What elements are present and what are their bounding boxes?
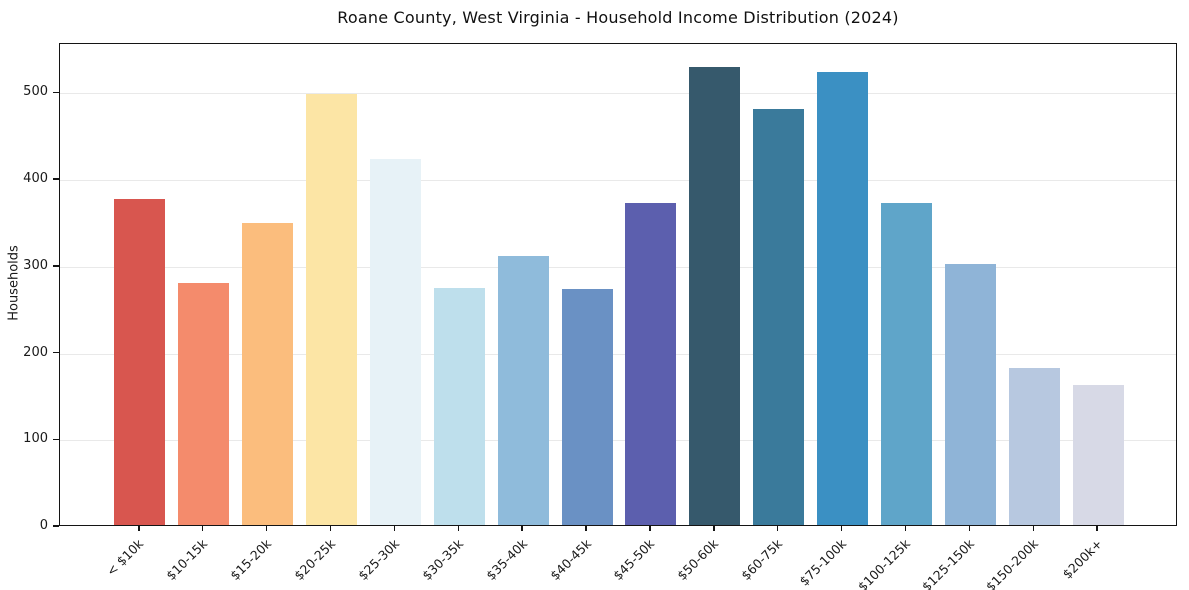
x-tick-label-$20-25k: $20-25k (291, 536, 339, 584)
x-tick-label-$200k+: $200k+ (1059, 536, 1105, 582)
x-tick-label-$30-35k: $30-35k (418, 536, 466, 584)
chart-title: Roane County, West Virginia - Household … (337, 8, 899, 27)
x-tick-label-$35-40k: $35-40k (482, 536, 530, 584)
bar-$100-125k (880, 203, 932, 525)
bar-$150-200k (1008, 368, 1060, 525)
x-tick-$200k+ (1096, 526, 1098, 531)
gridline-y-300 (60, 266, 1176, 268)
bar-$25-30k (369, 159, 421, 525)
x-tick-$35-40k (521, 526, 523, 531)
x-tick-label-$15-20k: $15-20k (227, 536, 275, 584)
x-tick-$125-150k (968, 526, 971, 531)
bar-$35-40k (497, 256, 549, 525)
x-tick-$10-15k (201, 526, 204, 531)
x-tick-label-$100-125k: $100-125k (854, 536, 914, 590)
x-tick-$50-60k (713, 526, 715, 531)
y-tick-300 (53, 265, 59, 267)
bar-$30-35k (433, 288, 485, 525)
x-tick-$15-20k (265, 526, 268, 531)
y-tick-100 (53, 438, 59, 441)
bar-$50-60k (689, 67, 741, 525)
x-tick-$45-50k (649, 526, 651, 531)
x-tick-$25-30k (393, 526, 396, 531)
bar-$15-20k (242, 223, 294, 525)
y-tick-0 (53, 525, 59, 527)
x-tick-label-$45-50k: $45-50k (610, 536, 658, 584)
x-tick-label-$125-150k: $125-150k (918, 536, 977, 590)
y-axis-title: Households (6, 245, 22, 321)
x-tick-$30-35k (457, 526, 460, 531)
y-tick-label-400: 400 (23, 171, 48, 187)
y-tick-label-200: 200 (23, 344, 48, 360)
bar-$45-50k (625, 203, 677, 525)
plot-inner (60, 44, 1176, 525)
y-tick-400 (53, 178, 59, 180)
bar-$200k+ (1072, 384, 1124, 525)
plot-area (59, 43, 1177, 526)
x-tick-label-$75-100k: $75-100k (796, 536, 850, 589)
bar-$60-75k (753, 108, 805, 525)
x-tick-$40-45k (585, 526, 587, 531)
bar-$125-150k (944, 264, 996, 525)
gridline-y-200 (60, 353, 1176, 355)
x-tick-label-< $10k: < $10k (103, 536, 147, 579)
x-tick-label-$150-200k: $150-200k (982, 536, 1041, 590)
x-tick-label-$60-75k: $60-75k (738, 536, 786, 584)
x-tick-$75-100k (840, 526, 843, 531)
bar-$40-45k (561, 289, 613, 525)
x-tick-$150-200k (1032, 526, 1034, 531)
y-tick-200 (53, 351, 59, 354)
bar-< $10k (114, 198, 166, 525)
gridline-y-100 (60, 440, 1176, 442)
y-tick-label-100: 100 (23, 431, 48, 447)
y-tick-label-300: 300 (23, 257, 48, 273)
x-tick-$100-125k (904, 526, 907, 531)
bar-$10-15k (178, 283, 230, 525)
y-tick-label-0: 0 (39, 518, 48, 533)
x-tick-$60-75k (776, 526, 779, 531)
bar-$20-25k (306, 94, 357, 525)
y-tick-label-500: 500 (23, 84, 48, 100)
x-tick-< $10k (138, 526, 140, 531)
gridline-y-400 (60, 180, 1176, 182)
x-tick-$20-25k (329, 526, 332, 531)
bar-$75-100k (817, 72, 869, 525)
x-tick-label-$10-15k: $10-15k (163, 536, 211, 584)
x-tick-label-$40-45k: $40-45k (546, 536, 594, 584)
gridline-y-500 (60, 93, 1176, 95)
y-tick-500 (53, 91, 59, 94)
x-tick-label-$50-60k: $50-60k (674, 536, 722, 584)
x-tick-label-$25-30k: $25-30k (354, 536, 403, 584)
